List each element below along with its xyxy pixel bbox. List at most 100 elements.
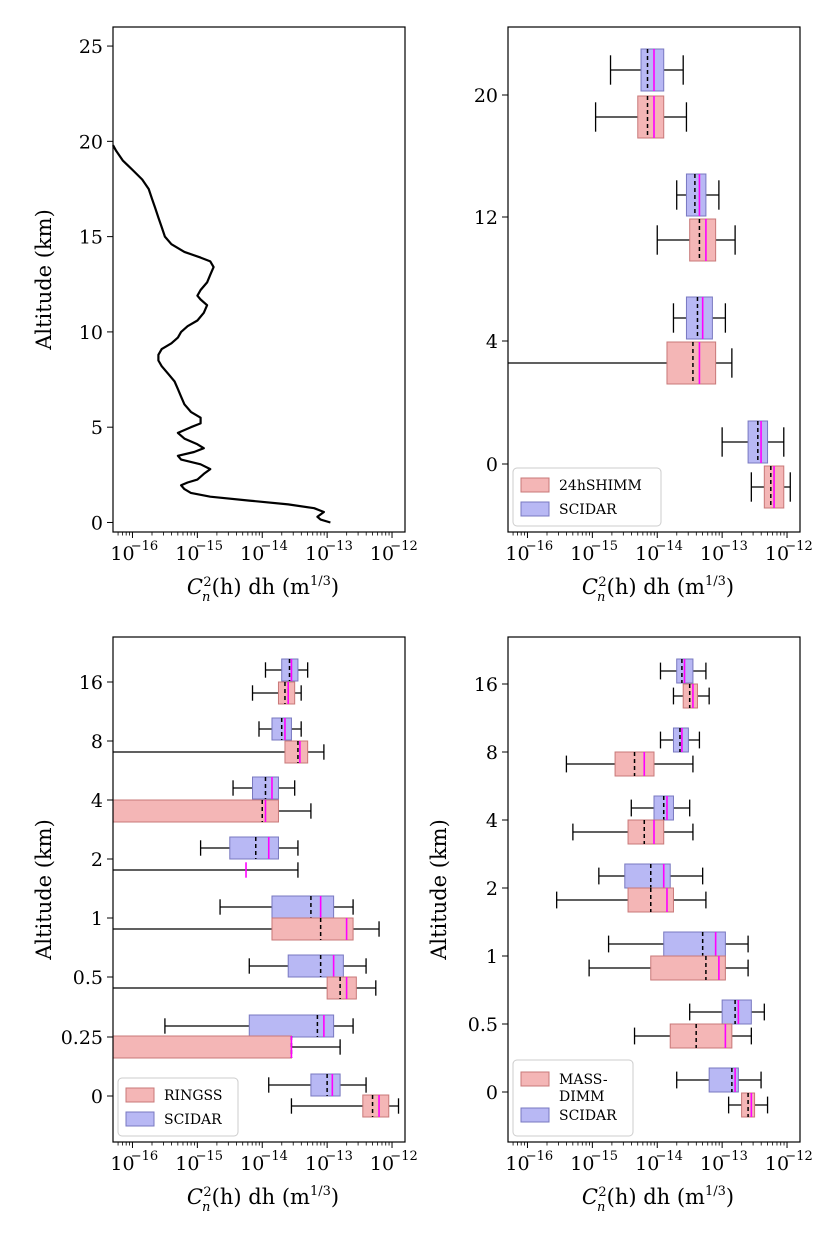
ringss-box-0b-other-iqr xyxy=(362,1094,390,1118)
ringss-box-0.5-scidar-iqr xyxy=(287,954,344,978)
shimm-xtick-label: 10 xyxy=(635,543,659,565)
massdimm-legend-swatch-red xyxy=(520,1071,550,1087)
massdimm-box-1b-other-iqr xyxy=(650,955,726,981)
ringss-xtick-exponent: −15 xyxy=(196,1149,223,1164)
ringss-legend-label-blue: SCIDAR xyxy=(164,1112,222,1128)
shimm-legend-label-blue: SCIDAR xyxy=(559,502,617,518)
massdimm-ytick-label: 2 xyxy=(486,878,498,900)
shimm-box-20-scidar-iqr xyxy=(640,48,665,92)
profile-ytick-label: 5 xyxy=(91,417,103,439)
profile-ytick-label: 20 xyxy=(79,131,103,153)
shimm-legend: 24hSHIMM SCIDAR xyxy=(512,467,662,527)
ringss-xtick-exponent: −14 xyxy=(261,1149,288,1164)
massdimm-ytick-label: 8 xyxy=(486,742,498,764)
ringss-xtick-label: 10 xyxy=(370,1153,394,1175)
massdimm-ytick-label: 0.5 xyxy=(468,1014,498,1036)
shimm-ytick-label: 20 xyxy=(474,85,498,107)
massdimm-xtick-exponent: −12 xyxy=(785,1149,812,1164)
massdimm-xtick-exponent: −16 xyxy=(526,1149,553,1164)
shimm-box-12-scidar-iqr xyxy=(685,173,707,217)
shimm-box-20-other-iqr xyxy=(637,95,665,139)
massdimm-xtick-label: 10 xyxy=(570,1153,594,1175)
ringss-box-4-other-iqr xyxy=(112,799,279,823)
shimm-ytick-label: 4 xyxy=(486,331,498,353)
ringss-box-2-scidar-iqr xyxy=(229,836,279,860)
massdimm-box-0.5-scidar-iqr xyxy=(721,999,752,1025)
massdimm-legend-label-blue: SCIDAR xyxy=(559,1108,617,1124)
profile-ytick-label: 15 xyxy=(79,227,103,249)
ringss-ytick-label: 4 xyxy=(91,790,103,812)
shimm-box-4-scidar-iqr xyxy=(685,296,713,340)
ringss-box-0-scidar-iqr xyxy=(310,1073,341,1097)
massdimm-ylabel: Altitude (km) xyxy=(427,819,451,961)
ringss-box-0.25b-other-iqr xyxy=(112,1035,292,1059)
profile-ylabel: Altitude (km) xyxy=(32,209,56,351)
shimm-xtick-exponent: −12 xyxy=(785,539,812,554)
massdimm-ytick-label: 1 xyxy=(486,946,498,968)
massdimm-legend-label-red-line2: DIMM xyxy=(559,1089,604,1105)
massdimm-legend-label-red: MASS- xyxy=(559,1072,608,1088)
profile-xtick-label: 10 xyxy=(110,543,134,565)
profile-xtick-label: 10 xyxy=(305,543,329,565)
shimm-legend-swatch-blue xyxy=(520,501,550,517)
shimm-xtick-exponent: −16 xyxy=(526,539,553,554)
ringss-xtick-exponent: −12 xyxy=(390,1149,417,1164)
ringss-box-1b-other-iqr xyxy=(271,917,354,941)
ringss-xtick-label: 10 xyxy=(110,1153,134,1175)
ringss-ytick-label: 1 xyxy=(91,908,103,930)
profile-xtick-exponent: −12 xyxy=(390,539,417,554)
massdimm-box-8-scidar-iqr xyxy=(672,727,689,753)
shimm-xtick-label: 10 xyxy=(700,543,724,565)
shimm-legend-frame xyxy=(512,467,662,527)
profile-xtick-label: 10 xyxy=(370,543,394,565)
shimm-legend-swatch-red xyxy=(520,477,550,493)
shimm-box-4-other-iqr xyxy=(666,341,717,385)
shimm-xtick-exponent: −14 xyxy=(656,539,683,554)
ringss-ylabel: Altitude (km) xyxy=(32,819,56,961)
ringss-box-0.5b-other-iqr xyxy=(326,976,357,1000)
ringss-legend-swatch-blue xyxy=(125,1111,155,1127)
profile-xtick-exponent: −16 xyxy=(131,539,158,554)
profile-xtick-label: 10 xyxy=(240,543,264,565)
shimm-box-12-other-iqr xyxy=(689,218,717,262)
shimm-xtick-exponent: −15 xyxy=(591,539,618,554)
massdimm-xtick-label: 10 xyxy=(765,1153,789,1175)
profile-ytick-label: 25 xyxy=(79,36,103,58)
massdimm-xtick-label: 10 xyxy=(505,1153,529,1175)
massdimm-box-4b-other-iqr xyxy=(627,819,665,845)
ringss-xtick-label: 10 xyxy=(240,1153,264,1175)
shimm-xtick-label: 10 xyxy=(570,543,594,565)
massdimm-box-0.5b-other-iqr xyxy=(669,1023,733,1049)
profile-ytick-label: 0 xyxy=(91,512,103,534)
massdimm-legend: MASS-DIMM SCIDAR xyxy=(512,1059,634,1137)
ringss-ytick-label: 0.25 xyxy=(61,1027,103,1049)
ringss-xtick-exponent: −13 xyxy=(325,1149,352,1164)
massdimm-xlabel: Cn2(h) dh (m1/3) xyxy=(582,1184,734,1215)
massdimm-ytick-label: 16 xyxy=(474,674,498,696)
profile-xtick-exponent: −13 xyxy=(325,539,352,554)
ringss-xtick-label: 10 xyxy=(175,1153,199,1175)
ringss-ytick-label: 8 xyxy=(91,731,103,753)
profile-ytick-label: 10 xyxy=(79,322,103,344)
profile-xlabel: Cn2(h) dh (m1/3) xyxy=(187,574,339,605)
profile-xtick-exponent: −15 xyxy=(196,539,223,554)
profile-xtick-label: 10 xyxy=(175,543,199,565)
massdimm-ytick-label: 4 xyxy=(486,810,498,832)
shimm-ytick-label: 12 xyxy=(474,207,498,229)
ringss-legend-swatch-red xyxy=(125,1087,155,1103)
ringss-legend-label-red: RINGSS xyxy=(164,1088,222,1104)
shimm-xtick-label: 10 xyxy=(765,543,789,565)
ringss-ytick-label: 2 xyxy=(91,849,103,871)
massdimm-xtick-exponent: −15 xyxy=(591,1149,618,1164)
ringss-xtick-exponent: −16 xyxy=(131,1149,158,1164)
shimm-xtick-label: 10 xyxy=(505,543,529,565)
ringss-frame xyxy=(112,636,406,1143)
shimm-xtick-exponent: −13 xyxy=(720,539,747,554)
profile-frame xyxy=(112,26,406,533)
massdimm-legend-swatch-blue xyxy=(520,1107,550,1123)
ringss-box-16-other-iqr xyxy=(277,681,296,705)
